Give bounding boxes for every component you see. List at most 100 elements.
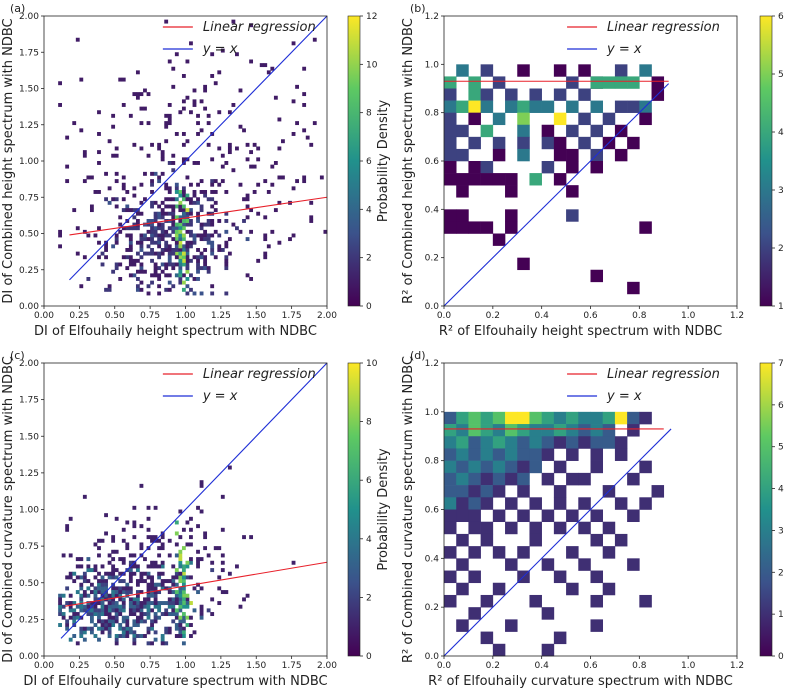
heatmap-cell xyxy=(107,623,112,627)
heatmap-cell xyxy=(468,88,481,101)
heatmap-cell xyxy=(181,641,186,646)
heatmap-cell xyxy=(143,251,147,256)
heatmap-cell xyxy=(97,586,101,591)
heatmap-cell xyxy=(139,612,144,617)
heatmap-cell xyxy=(118,608,123,613)
panel-b: 0.0 0.2 0.4 0.6 0.8 1.0 1.20.00.20.40.60.81.01… xyxy=(401,2,789,339)
heatmap-cell xyxy=(135,608,140,613)
y-tick-label: 1.50 xyxy=(19,432,39,442)
heatmap-cell xyxy=(174,531,179,536)
y-tick-label: 1.00 xyxy=(19,157,39,167)
heatmap-cell xyxy=(189,229,193,234)
heatmap-cell xyxy=(157,277,162,281)
heatmap-cell xyxy=(456,148,469,162)
y-tick-label: 0.4 xyxy=(425,554,440,564)
heatmap-cell xyxy=(153,273,158,278)
heatmap-cell xyxy=(125,266,130,271)
heatmap-cell xyxy=(199,480,204,485)
heatmap-cell xyxy=(181,634,186,638)
heatmap-cell xyxy=(150,258,154,263)
heatmap-cell xyxy=(171,168,176,173)
heatmap-cell xyxy=(157,538,162,543)
heatmap-cell xyxy=(196,582,200,587)
heatmap-cell xyxy=(150,233,154,238)
y-tick-label: 0.8 xyxy=(425,457,440,467)
heatmap-cell xyxy=(639,64,652,77)
heatmap-cell xyxy=(174,542,179,547)
heatmap-cell xyxy=(444,546,457,559)
heatmap-cell xyxy=(185,284,190,289)
heatmap-cell xyxy=(181,132,186,136)
heatmap-cell xyxy=(118,623,123,627)
heatmap-cell xyxy=(185,601,190,606)
heatmap-cell xyxy=(468,221,481,234)
heatmap-cell xyxy=(93,612,98,617)
heatmap-cell xyxy=(153,560,158,565)
heatmap-cell xyxy=(128,568,133,573)
x-tick-label: 0.8 xyxy=(632,661,647,671)
heatmap-cell xyxy=(578,436,591,449)
heatmap-cell xyxy=(143,237,147,242)
heatmap-cell xyxy=(111,601,116,606)
heatmap-cell xyxy=(97,255,101,260)
heatmap-cell xyxy=(185,229,190,234)
heatmap-cell xyxy=(160,208,165,213)
heatmap-cell xyxy=(174,262,179,267)
heatmap-cell xyxy=(97,601,101,606)
y-tick-label: 0.00 xyxy=(19,302,39,312)
heatmap-cell xyxy=(206,240,211,245)
heatmap-cell xyxy=(178,634,183,638)
heatmap-cell xyxy=(302,92,307,97)
heatmap-cell xyxy=(121,208,126,213)
heatmap-cell xyxy=(111,568,116,573)
heatmap-cell xyxy=(174,593,179,598)
heatmap-cell xyxy=(157,251,162,256)
heatmap-cell xyxy=(100,586,105,591)
heatmap-cell xyxy=(86,564,91,569)
heatmap-cell xyxy=(174,229,179,234)
heatmap-cell xyxy=(480,485,494,498)
heatmap-cell xyxy=(125,190,130,194)
heatmap-cell xyxy=(146,564,151,569)
x-tick-label: 0.25 xyxy=(69,311,89,321)
legend-label-regression: Linear regression xyxy=(203,20,316,35)
heatmap-cell xyxy=(82,571,87,576)
regression-line xyxy=(65,561,328,607)
heatmap-cell xyxy=(199,233,204,238)
heatmap-cell xyxy=(160,586,165,591)
x-tick-label: 0.00 xyxy=(34,661,54,671)
heatmap-cell xyxy=(456,460,469,474)
heatmap-cell xyxy=(505,100,518,113)
heatmap-cell xyxy=(553,485,567,498)
heatmap-cell xyxy=(143,601,147,606)
heatmap-cell xyxy=(480,411,494,425)
heatmap-cell xyxy=(114,619,119,624)
heatmap-cell xyxy=(104,571,108,576)
y-tick-label: 0.4 xyxy=(425,205,440,215)
heatmap-cell xyxy=(107,608,112,613)
heatmap-cell xyxy=(132,641,137,646)
heatmap-cell xyxy=(468,497,481,510)
heatmap-cell xyxy=(135,251,140,256)
heatmap-cell xyxy=(517,436,530,449)
heatmap-cell xyxy=(505,521,518,535)
heatmap-cell xyxy=(139,237,144,242)
heatmap-cell xyxy=(210,74,215,78)
heatmap-cell xyxy=(480,472,494,486)
heatmap-cell xyxy=(128,560,133,565)
heatmap-cell xyxy=(153,564,158,569)
heatmap-cell xyxy=(614,76,628,89)
heatmap-cell xyxy=(100,619,105,624)
y-axis-label: DI of Combined curvature spectrum with N… xyxy=(1,356,16,663)
heatmap-cell xyxy=(181,262,186,267)
heatmap-cell xyxy=(291,41,296,46)
heatmap-cell xyxy=(135,597,140,602)
heatmap-cell xyxy=(79,608,84,613)
heatmap-cell xyxy=(444,521,457,535)
heatmap-cell xyxy=(100,579,105,584)
heatmap-cell xyxy=(541,558,555,571)
heatmap-cell xyxy=(492,411,506,425)
y-tick-label: 1.50 xyxy=(19,85,39,95)
heatmap-cell xyxy=(181,601,186,606)
heatmap-cell xyxy=(238,604,243,609)
